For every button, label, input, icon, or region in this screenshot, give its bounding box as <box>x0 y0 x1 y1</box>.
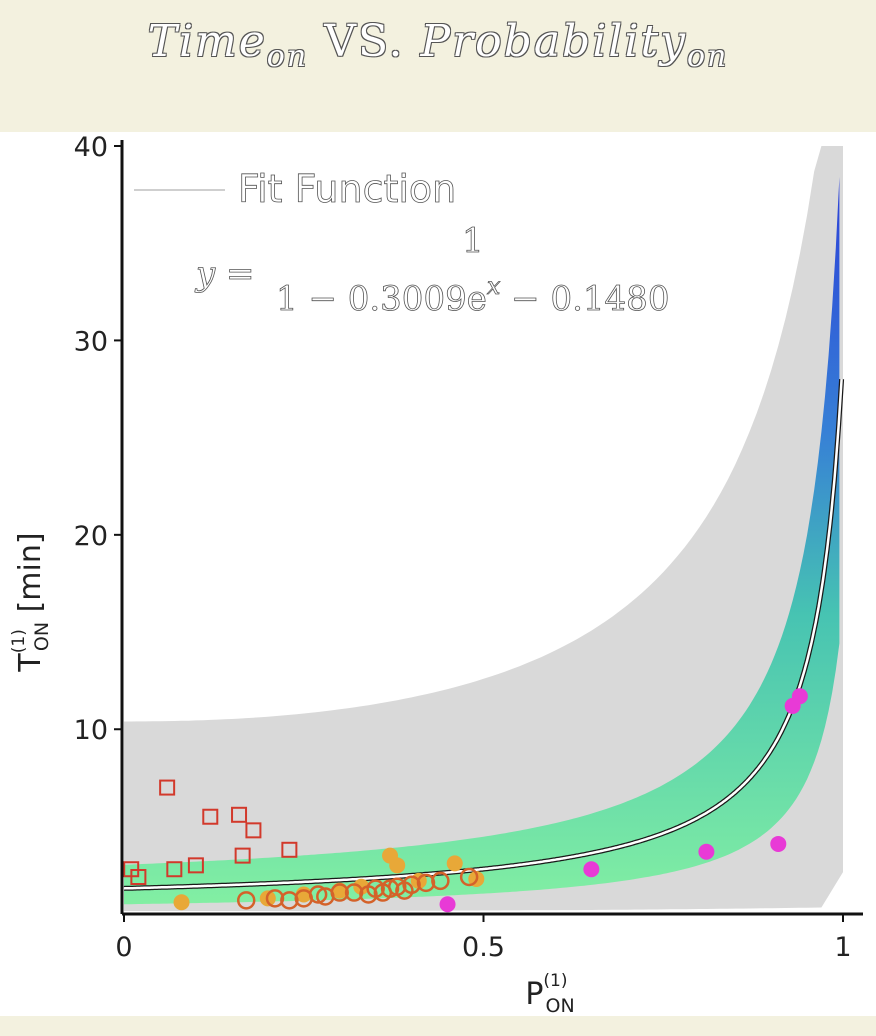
formula-lhs: y = <box>194 254 255 294</box>
legend: Fit Function <box>134 167 457 211</box>
y-tick-label-2: 30 <box>74 326 108 357</box>
y-tick-label-3: 40 <box>74 132 108 163</box>
data-point-s2-2 <box>280 891 299 910</box>
data-point-s2-11 <box>380 879 400 898</box>
data-point-s1-8 <box>446 855 463 872</box>
data-point-s2-15 <box>416 873 436 893</box>
envelope-layer <box>124 146 843 911</box>
data-point-s0-1 <box>130 869 147 886</box>
formula-numerator: 1 <box>462 221 484 261</box>
x-tick-label-2: 1 <box>834 932 851 963</box>
axes-layer: 10 20 30 40 0 0.5 1 <box>74 132 863 963</box>
data-point-s2-1 <box>265 889 285 908</box>
x-tick-label-0: 0 <box>115 932 132 963</box>
x-axis-label: P(1) ON <box>525 971 574 1016</box>
fit-curve-layer <box>123 378 845 891</box>
footer-strip <box>0 1016 876 1036</box>
data-point-s0-8 <box>245 822 262 839</box>
data-point-s3-5 <box>791 688 808 705</box>
x-tick-label-1: 0.5 <box>462 932 505 963</box>
fit-curve <box>123 379 843 890</box>
data-point-s3-3 <box>770 835 787 852</box>
data-point-s3-1 <box>583 861 600 878</box>
data-point-s2-14 <box>402 875 421 895</box>
data-point-s2-4 <box>308 885 328 904</box>
envelope-region <box>124 146 843 911</box>
y-axis-label: T(1) ON [min] <box>9 532 53 672</box>
y-tick-label-0: 10 <box>74 715 108 746</box>
data-point-s2-7 <box>344 883 364 902</box>
chart-title: Timeon VS. Probabilityon <box>147 16 729 74</box>
data-point-s0-6 <box>231 806 248 823</box>
data-point-s0-2 <box>159 779 176 796</box>
data-point-s1-4 <box>353 878 370 895</box>
data-point-s0-7 <box>234 847 251 864</box>
data-point-s0-4 <box>187 857 204 874</box>
scatter-chart: 10 20 30 40 0 0.5 1 Fit Function y = 1 1 − 0.3… <box>9 132 863 1017</box>
data-point-s0-3 <box>166 861 183 878</box>
formula-denominator: 1 − 0.3009ex − 0.1480 <box>276 272 669 319</box>
legend-label: Fit Function <box>238 167 456 211</box>
plot-panel: 10 20 30 40 0 0.5 1 Fit Function y = 1 1 − 0.3… <box>0 132 876 1017</box>
data-point-s2-0 <box>236 891 256 910</box>
data-point-s2-16 <box>431 871 450 891</box>
data-point-s2-6 <box>330 883 349 902</box>
data-point-s3-2 <box>698 843 715 860</box>
data-point-s3-0 <box>439 896 456 913</box>
points-layer <box>123 688 808 913</box>
data-point-s2-17 <box>459 867 479 887</box>
fit-formula: y = 1 1 − 0.3009ex − 0.1480 <box>194 221 676 319</box>
data-point-s0-5 <box>202 808 219 825</box>
title-banner: Timeon VS. Probabilityon <box>0 0 876 133</box>
data-point-s1-0 <box>173 894 190 911</box>
data-point-s0-9 <box>281 841 298 858</box>
y-tick-label-1: 20 <box>74 521 108 552</box>
data-point-s1-6 <box>389 857 406 874</box>
